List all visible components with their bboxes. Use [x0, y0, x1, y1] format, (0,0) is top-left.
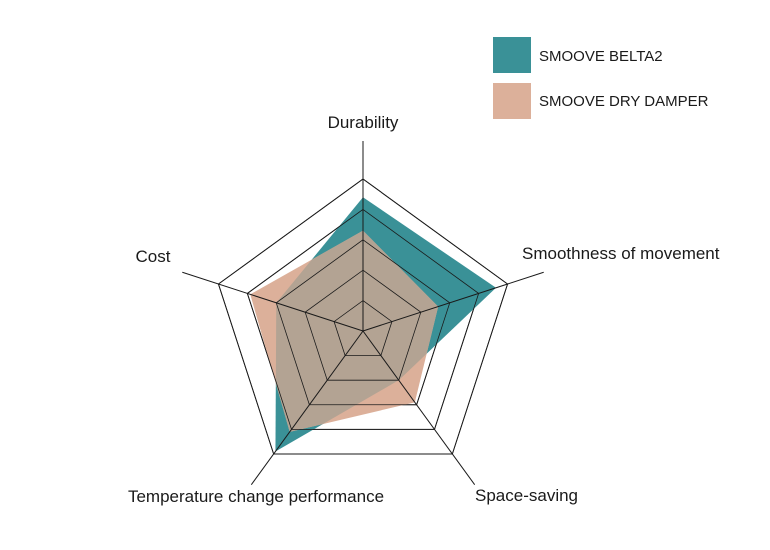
axis-line-4	[182, 271, 364, 332]
axis-label-space-saving: Space-saving	[475, 486, 578, 505]
legend-label-dry-damper: SMOOVE DRY DAMPER	[539, 93, 709, 110]
axes-layer	[182, 141, 544, 486]
legend-swatch-dry-damper	[493, 83, 531, 119]
series-overlap	[275, 230, 439, 432]
grid-ring-overlay-1	[333, 300, 393, 356]
series-layer	[217, 178, 509, 455]
axis-labels: Durability Smoothness of movement Space-…	[128, 113, 720, 506]
grid-ring-overlay-2	[304, 269, 422, 381]
grid-ring-overlay-4	[246, 208, 480, 430]
grid-ring-overlay-3	[275, 239, 451, 406]
axis-label-durability: Durability	[328, 113, 399, 132]
axis-line-1	[362, 271, 544, 332]
legend-swatch-belta2	[493, 37, 531, 73]
axis-label-cost: Cost	[136, 247, 171, 266]
legend: SMOOVE BELTA2 SMOOVE DRY DAMPER	[493, 37, 709, 119]
axis-label-smoothness: Smoothness of movement	[522, 244, 720, 263]
axis-line-3	[250, 330, 364, 486]
legend-label-belta2: SMOOVE BELTA2	[539, 48, 663, 65]
axis-label-temperature: Temperature change performance	[128, 487, 384, 506]
grid-ring-overlay-5	[217, 178, 509, 455]
axis-line-2	[362, 330, 476, 486]
